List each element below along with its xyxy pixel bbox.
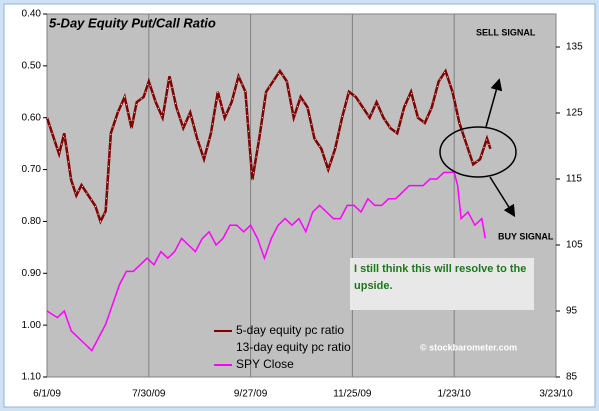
y-tick-label: 0.70: [22, 164, 42, 175]
arrow: [489, 176, 516, 218]
x-tick-label: 9/27/09: [234, 389, 268, 400]
x-tick-label: 11/25/09: [333, 389, 372, 400]
y-tick-label: 0.90: [22, 268, 42, 279]
x-tick-label: 6/1/09: [33, 389, 61, 400]
annotation: SELL SIGNAL: [476, 27, 536, 37]
chart-title: 5-Day Equity Put/Call Ratio: [49, 15, 216, 30]
y-tick-label: 0.50: [22, 60, 42, 71]
x-tick-label: 7/30/09: [132, 389, 166, 400]
grid: [46, 14, 557, 377]
series-line: [46, 171, 486, 352]
y2-tick-label: 105: [566, 240, 583, 251]
y2-tick-label: 85: [566, 372, 578, 383]
y-tick-label: 0.40: [22, 9, 42, 20]
y-tick-label: 0.80: [22, 216, 42, 227]
legend-label: 5-day equity pc ratio: [236, 323, 344, 337]
x-tick-label: 1/23/10: [438, 389, 472, 400]
annotation: BUY SIGNAL: [498, 231, 554, 241]
legend-label: SPY Close: [236, 357, 294, 371]
series-line: [45, 68, 492, 225]
y-tick-label: 1.10: [22, 372, 42, 383]
marks: [45, 68, 492, 352]
legend-label: 13-day equity pc ratio: [236, 340, 351, 354]
x-tick-label: 3/23/10: [539, 389, 573, 400]
y2-tick-label: 125: [566, 108, 583, 119]
y2-tick-label: 115: [566, 174, 582, 185]
y-tick-label: 1.00: [22, 320, 42, 331]
y2-tick-label: 135: [566, 42, 583, 53]
y2-tick-label: 95: [566, 306, 578, 317]
watermark: © stockbarometer.com: [420, 342, 517, 352]
y-tick-label: 0.60: [22, 112, 42, 123]
plot-area: [46, 13, 557, 378]
arrow: [485, 78, 503, 128]
annotation-box: I still think this will resolve to the u…: [350, 258, 534, 310]
signal-circle: [439, 126, 517, 178]
